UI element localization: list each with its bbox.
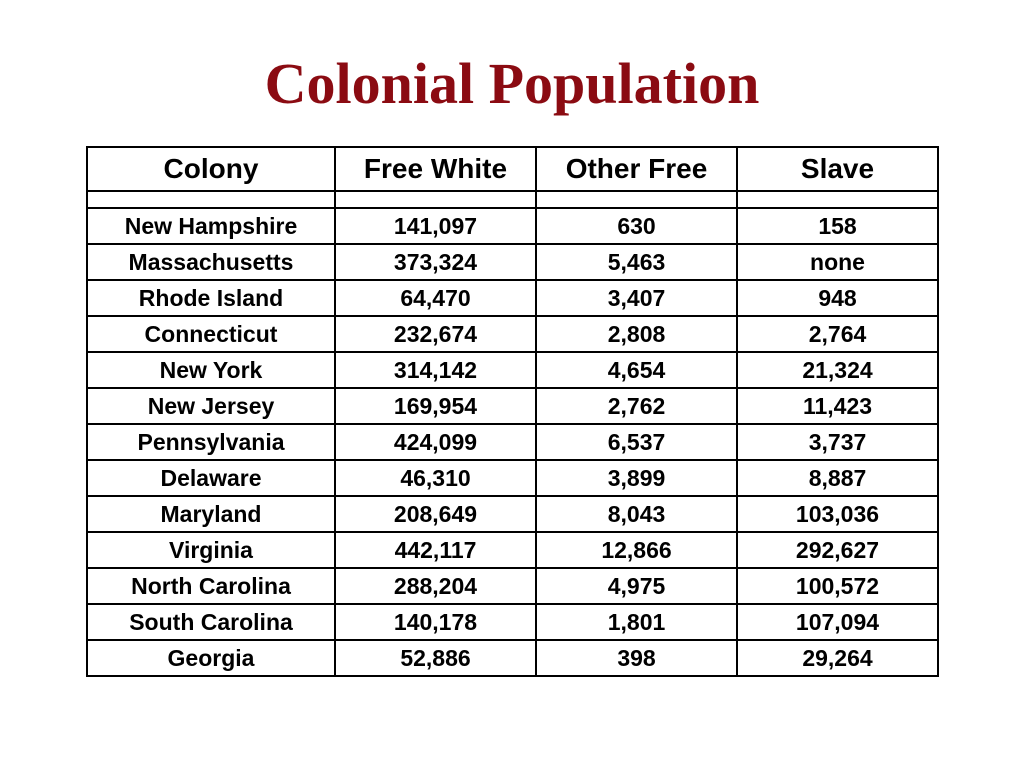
table-header-row: Colony Free White Other Free Slave [86,146,939,192]
colony-cell: North Carolina [86,567,336,605]
other-free-cell: 2,762 [535,387,738,425]
slave-cell: none [736,243,939,281]
colony-cell: New York [86,351,336,389]
colony-cell: New Jersey [86,387,336,425]
header-free-white: Free White [334,146,537,192]
slave-cell: 2,764 [736,315,939,353]
other-free-cell: 2,808 [535,315,738,353]
spacer-cell [86,190,336,209]
slave-cell: 107,094 [736,603,939,641]
table-row: Delaware 46,310 3,899 8,887 [86,459,939,497]
spacer-cell [736,190,939,209]
free-white-cell: 52,886 [334,639,537,677]
colony-cell: Delaware [86,459,336,497]
spacer-cell [535,190,738,209]
free-white-cell: 64,470 [334,279,537,317]
population-table-container: Colony Free White Other Free Slave New H… [86,146,939,677]
table-row: Massachusetts 373,324 5,463 none [86,243,939,281]
other-free-cell: 12,866 [535,531,738,569]
slave-cell: 103,036 [736,495,939,533]
header-colony: Colony [86,146,336,192]
header-slave: Slave [736,146,939,192]
slave-cell: 948 [736,279,939,317]
colony-cell: Georgia [86,639,336,677]
slave-cell: 3,737 [736,423,939,461]
slave-cell: 11,423 [736,387,939,425]
other-free-cell: 4,654 [535,351,738,389]
colony-cell: New Hampshire [86,207,336,245]
free-white-cell: 140,178 [334,603,537,641]
colony-cell: Connecticut [86,315,336,353]
population-table: Colony Free White Other Free Slave New H… [86,146,939,677]
colony-cell: South Carolina [86,603,336,641]
table-row: Maryland 208,649 8,043 103,036 [86,495,939,533]
slave-cell: 158 [736,207,939,245]
slave-cell: 29,264 [736,639,939,677]
other-free-cell: 4,975 [535,567,738,605]
colony-cell: Pennsylvania [86,423,336,461]
table-row: North Carolina 288,204 4,975 100,572 [86,567,939,605]
table-body: New Hampshire 141,097 630 158 Massachusetts 3… [86,190,939,677]
table-row: Connecticut 232,674 2,808 2,764 [86,315,939,353]
spacer-cell [334,190,537,209]
colony-cell: Rhode Island [86,279,336,317]
table-row: Virginia 442,117 12,866 292,627 [86,531,939,569]
free-white-cell: 314,142 [334,351,537,389]
table-row: New Jersey 169,954 2,762 11,423 [86,387,939,425]
colony-cell: Massachusetts [86,243,336,281]
other-free-cell: 398 [535,639,738,677]
slave-cell: 100,572 [736,567,939,605]
table-row: New York 314,142 4,654 21,324 [86,351,939,389]
spacer-row [86,190,939,209]
header-other-free: Other Free [535,146,738,192]
slave-cell: 8,887 [736,459,939,497]
free-white-cell: 46,310 [334,459,537,497]
colony-cell: Maryland [86,495,336,533]
table-row: New Hampshire 141,097 630 158 [86,207,939,245]
free-white-cell: 232,674 [334,315,537,353]
free-white-cell: 373,324 [334,243,537,281]
free-white-cell: 169,954 [334,387,537,425]
other-free-cell: 630 [535,207,738,245]
free-white-cell: 208,649 [334,495,537,533]
table-row: Rhode Island 64,470 3,407 948 [86,279,939,317]
other-free-cell: 3,899 [535,459,738,497]
table-row: Georgia 52,886 398 29,264 [86,639,939,677]
slide-title: Colonial Population [264,51,760,116]
free-white-cell: 141,097 [334,207,537,245]
slave-cell: 292,627 [736,531,939,569]
slave-cell: 21,324 [736,351,939,389]
other-free-cell: 5,463 [535,243,738,281]
free-white-cell: 288,204 [334,567,537,605]
other-free-cell: 6,537 [535,423,738,461]
table-row: South Carolina 140,178 1,801 107,094 [86,603,939,641]
other-free-cell: 3,407 [535,279,738,317]
other-free-cell: 1,801 [535,603,738,641]
table-row: Pennsylvania 424,099 6,537 3,737 [86,423,939,461]
free-white-cell: 442,117 [334,531,537,569]
other-free-cell: 8,043 [535,495,738,533]
free-white-cell: 424,099 [334,423,537,461]
colony-cell: Virginia [86,531,336,569]
